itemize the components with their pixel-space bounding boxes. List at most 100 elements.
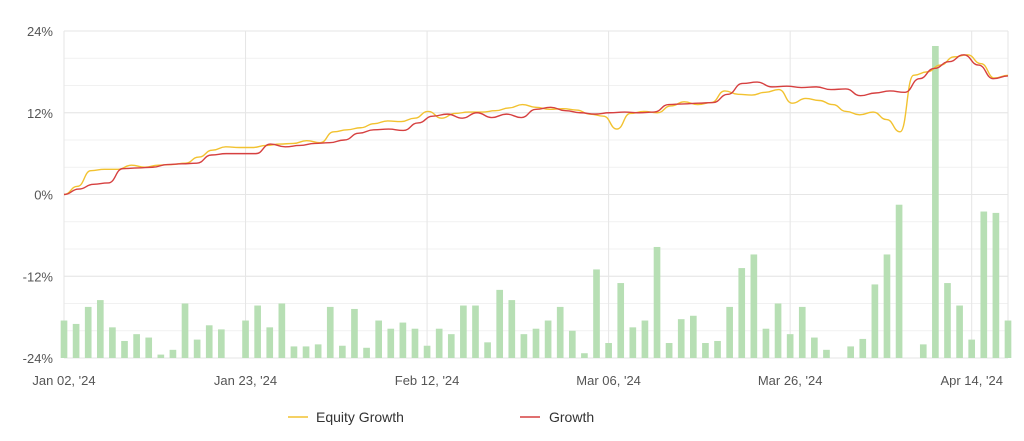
- y-axis-ticks: 24% 12% 0% -12% -24%: [23, 24, 54, 366]
- bar: [72, 323, 80, 358]
- bar: [956, 305, 963, 358]
- bar: [290, 346, 298, 358]
- bar: [690, 315, 697, 358]
- bar: [798, 306, 806, 358]
- y-tick-label: 0%: [34, 188, 53, 203]
- bar: [133, 334, 140, 358]
- bar: [484, 342, 491, 358]
- line-series: [63, 54, 1009, 196]
- bar: [109, 327, 116, 358]
- bar: [399, 322, 407, 358]
- bar: [447, 334, 455, 358]
- bar: [847, 346, 854, 358]
- legend-label-equity: Equity Growth: [316, 409, 404, 425]
- bar: [871, 284, 879, 358]
- bar: [218, 329, 225, 358]
- bar: [762, 328, 770, 358]
- chart-grid: [63, 30, 1009, 359]
- bar: [774, 303, 782, 358]
- bar: [581, 353, 588, 358]
- bar: [472, 305, 479, 358]
- bar: [254, 305, 261, 358]
- bar: [266, 327, 274, 358]
- bar: [278, 303, 286, 358]
- bar: [544, 320, 552, 358]
- bar: [605, 343, 612, 358]
- y-tick-label: -24%: [23, 351, 54, 366]
- bar: [714, 340, 721, 358]
- bar: [84, 306, 92, 358]
- bar: [786, 334, 794, 358]
- bar: [944, 283, 951, 358]
- bar: [121, 340, 128, 358]
- bar: [363, 347, 370, 358]
- x-tick-label: Feb 12, '24: [395, 373, 460, 388]
- bar: [811, 337, 818, 358]
- bar: [326, 306, 334, 358]
- bar: [351, 308, 358, 358]
- x-tick-label: Jan 02, '24: [32, 373, 95, 388]
- series-line-growth: [63, 54, 1009, 196]
- bar: [617, 283, 625, 358]
- bar: [60, 320, 68, 358]
- legend-item-equity-growth[interactable]: Equity Growth: [288, 409, 404, 425]
- bar: [1004, 320, 1012, 358]
- bar: [568, 330, 576, 358]
- bar: [702, 343, 709, 358]
- bar: [460, 305, 467, 358]
- bar: [556, 306, 564, 358]
- bar: [242, 320, 249, 358]
- bar: [738, 268, 746, 358]
- bar: [653, 246, 661, 358]
- bar: [593, 269, 600, 358]
- bar-series: [60, 45, 1012, 359]
- legend-label-growth: Growth: [549, 409, 594, 425]
- bar: [375, 320, 382, 358]
- bar: [205, 325, 213, 358]
- bar: [96, 300, 104, 358]
- bar: [314, 344, 322, 358]
- bar: [302, 346, 310, 358]
- bar: [750, 254, 758, 358]
- bar: [411, 328, 419, 358]
- x-tick-label: Mar 06, '24: [576, 373, 641, 388]
- bar: [435, 328, 443, 358]
- bar: [895, 204, 903, 358]
- bar: [641, 320, 649, 358]
- y-tick-label: 24%: [27, 24, 53, 39]
- bar: [181, 303, 189, 358]
- bar: [520, 334, 528, 358]
- y-tick-label: -12%: [23, 269, 54, 284]
- x-tick-label: Mar 26, '24: [758, 373, 823, 388]
- legend-item-growth[interactable]: Growth: [520, 409, 594, 425]
- bar: [508, 300, 516, 358]
- bar: [339, 345, 346, 358]
- x-axis-ticks: Jan 02, '24 Jan 23, '24 Feb 12, '24 Mar 06,…: [32, 373, 1003, 388]
- bar: [823, 349, 830, 358]
- bar: [145, 337, 153, 358]
- bar: [980, 211, 988, 358]
- bar: [423, 345, 431, 358]
- legend: Equity Growth Growth: [288, 409, 594, 425]
- bar: [387, 328, 395, 358]
- series-line-equity-growth: [63, 54, 1009, 196]
- bar: [665, 343, 673, 358]
- bar: [496, 289, 504, 358]
- x-tick-label: Jan 23, '24: [214, 373, 277, 388]
- bar: [629, 327, 637, 358]
- bar: [726, 306, 733, 358]
- y-tick-label: 12%: [27, 106, 53, 121]
- bar: [859, 338, 867, 358]
- bar: [532, 328, 540, 358]
- bar: [992, 212, 1000, 358]
- bar: [169, 349, 177, 358]
- bar: [932, 45, 939, 359]
- bar: [919, 344, 927, 358]
- x-tick-label: Apr 14, '24: [940, 373, 1002, 388]
- bar: [968, 339, 976, 358]
- bar: [157, 354, 165, 358]
- bar: [883, 254, 891, 358]
- bar: [677, 319, 685, 358]
- bar: [193, 339, 201, 358]
